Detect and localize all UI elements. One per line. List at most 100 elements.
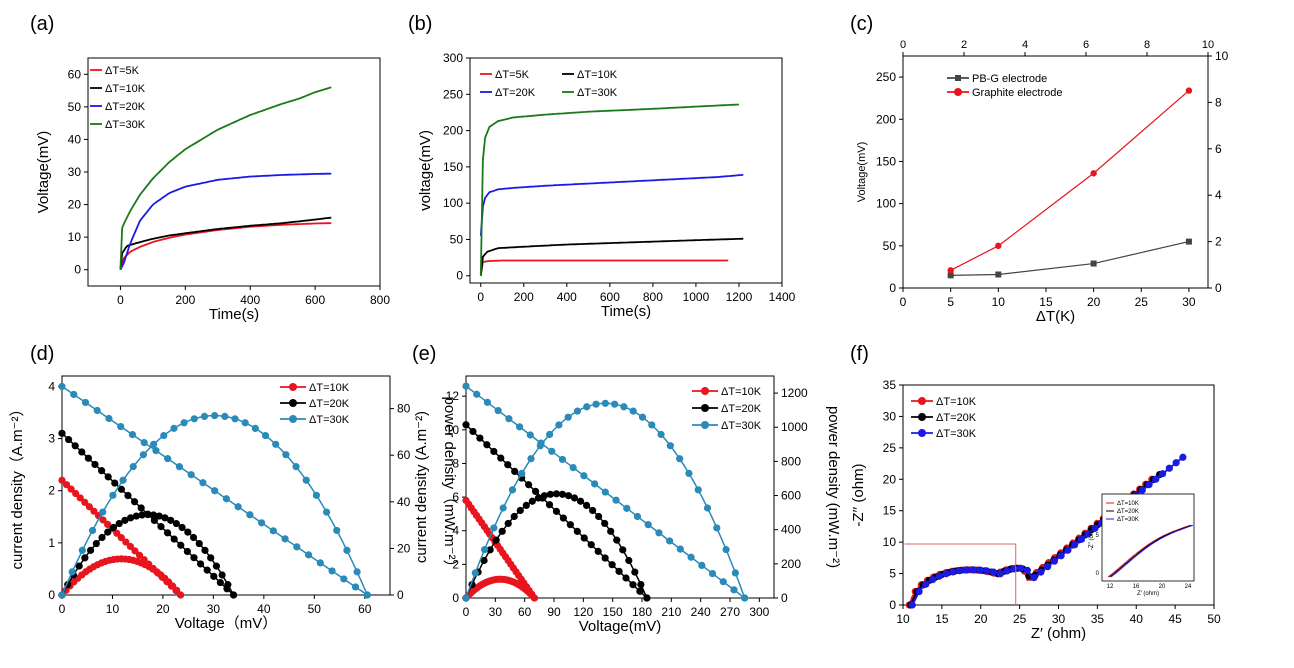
series-line	[479, 259, 729, 276]
data-point	[132, 512, 140, 520]
data-point	[176, 591, 185, 599]
x-tick-label: 60	[358, 602, 372, 616]
y-tick-label: 200	[443, 124, 463, 138]
y-tick-label: 6	[452, 490, 459, 504]
y-tick-label: 20	[68, 198, 82, 212]
x-tick-label: 20	[1087, 295, 1101, 309]
data-point	[218, 571, 226, 579]
data-point	[622, 574, 630, 582]
x-tick-label: 210	[661, 605, 681, 619]
data-point	[730, 586, 738, 594]
x-tick-label: 800	[370, 293, 390, 307]
plot-frame	[61, 375, 391, 596]
y-tick-label: 0	[48, 588, 55, 602]
y-tick-label: 10	[68, 230, 82, 244]
data-point	[587, 541, 595, 549]
data-point	[558, 455, 567, 464]
x-tick-label: 50	[1207, 612, 1221, 626]
y-tick-label: 15	[883, 504, 897, 518]
right-y-axis-label: power density（mW.m⁻²）	[441, 397, 458, 575]
legend-label: PB-G electrode	[972, 73, 1047, 85]
data-point	[62, 481, 71, 489]
y-tick-label: 20	[883, 472, 897, 486]
data-point	[328, 567, 336, 575]
panel-label: (c)	[850, 13, 873, 35]
data-point	[995, 242, 1002, 250]
data-point	[88, 526, 97, 535]
data-point	[505, 415, 513, 423]
data-point	[908, 601, 916, 609]
data-point	[469, 427, 477, 436]
data-point	[518, 469, 526, 478]
y-tick-label: 12	[446, 389, 460, 403]
data-point	[915, 587, 923, 596]
data-point	[157, 523, 165, 531]
y-tick-label: 0	[74, 263, 81, 277]
data-point	[152, 447, 160, 455]
x-tick-label: 25	[1135, 295, 1149, 309]
data-point	[183, 547, 191, 556]
data-point	[962, 566, 971, 574]
y-tick-label: 50	[450, 232, 464, 246]
series-line	[119, 222, 332, 270]
inset-series-line	[1109, 524, 1192, 578]
right-y-tick-label: 0	[1215, 281, 1222, 295]
inset-legend-label: ΔT=30K	[1117, 517, 1139, 523]
y-axis-label: -Z′′ (ohm)	[850, 463, 867, 526]
data-point	[935, 572, 943, 580]
x-tick-label: 1200	[726, 290, 753, 304]
data-point	[511, 467, 519, 476]
right-y-tick-label: 1000	[781, 420, 808, 434]
data-point	[573, 407, 582, 415]
data-point	[150, 516, 158, 524]
x-tick-label: 150	[603, 605, 623, 619]
data-point	[109, 491, 117, 499]
data-point	[462, 421, 470, 429]
legend-label: Graphite electrode	[972, 87, 1063, 99]
data-point	[949, 568, 957, 576]
data-point	[177, 541, 185, 549]
data-point	[687, 553, 695, 561]
top-x-tick-label: 2	[961, 39, 967, 51]
data-point	[85, 503, 93, 511]
y-tick-label: 100	[876, 197, 896, 211]
data-point	[956, 567, 964, 575]
data-point	[713, 524, 721, 532]
legend-label: ΔT=30K	[577, 87, 618, 99]
data-point	[261, 431, 270, 440]
data-point	[528, 497, 536, 505]
y-tick-label: 50	[68, 100, 82, 114]
legend-label: ΔT=10K	[721, 386, 762, 398]
x-axis-label: Voltage(mV)	[579, 618, 662, 635]
data-point	[84, 454, 92, 462]
right-y-tick-label: 1200	[781, 386, 808, 400]
x-axis-label: Z′ (ohm)	[1031, 625, 1086, 642]
inset-y-tick-label: 5	[1096, 533, 1100, 539]
data-point	[178, 523, 186, 532]
x-tick-label: 30	[489, 605, 503, 619]
data-point	[580, 472, 588, 480]
data-point	[741, 594, 749, 602]
data-point	[592, 400, 600, 408]
data-point	[58, 591, 66, 599]
x-tick-label: 40	[1130, 612, 1144, 626]
data-point	[224, 581, 232, 589]
inset-series-line	[1107, 524, 1191, 578]
data-point	[589, 506, 597, 515]
data-point	[195, 539, 203, 548]
top-x-tick-label: 4	[1022, 39, 1028, 51]
data-point	[71, 442, 79, 450]
data-point	[1030, 573, 1038, 582]
legend-marker	[918, 413, 926, 421]
data-point	[552, 507, 561, 515]
data-point	[72, 489, 80, 498]
data-point	[68, 568, 76, 576]
data-point	[246, 511, 254, 519]
data-point	[515, 423, 524, 431]
x-tick-label: 300	[749, 605, 769, 619]
data-point	[1165, 464, 1173, 472]
data-point	[1138, 486, 1146, 494]
right-y-tick-label: 10	[1215, 49, 1229, 63]
data-point	[81, 498, 89, 506]
data-point	[564, 492, 573, 500]
